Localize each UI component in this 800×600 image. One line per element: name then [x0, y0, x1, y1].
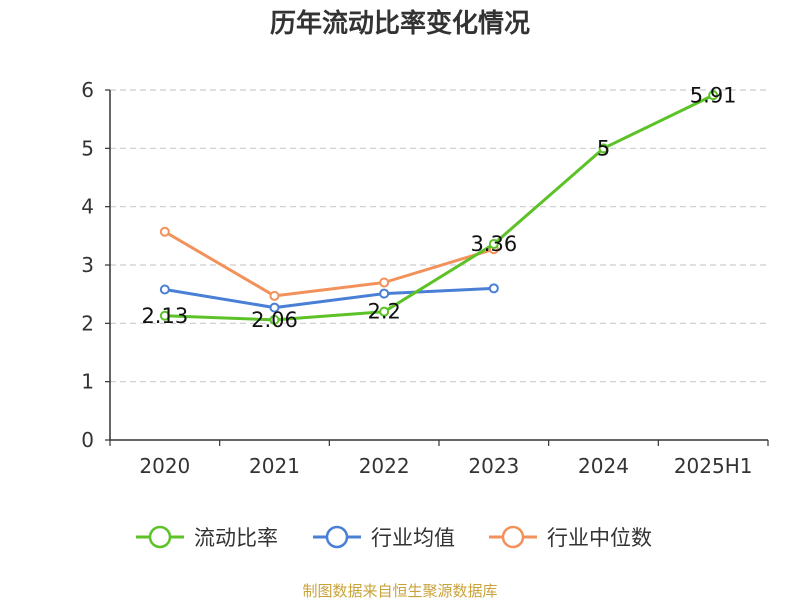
data-point: [269, 302, 280, 313]
chart-title: 历年流动比率变化情况: [270, 8, 530, 39]
data-point: [269, 290, 280, 301]
data-point: [379, 306, 390, 317]
y-tick-label: 0: [81, 428, 94, 452]
y-tick-label: 4: [81, 195, 94, 219]
data-point: [488, 239, 499, 249]
data-label: 5.91: [690, 83, 737, 107]
data-label: 5: [597, 136, 610, 160]
y-tick-label: 2: [81, 311, 94, 335]
axes: 0 1 2 3 4 5 6 2020 2021 2022 2023 2024 2025H1: [81, 78, 769, 478]
data-label: 2.2: [367, 300, 400, 324]
y-tick-label: 5: [81, 136, 94, 160]
series-line: [164, 93, 714, 322]
data-point: [159, 226, 170, 237]
legend-label: 行业均值: [371, 526, 455, 550]
y-tick-label: 1: [81, 370, 94, 394]
data-point: [269, 314, 280, 325]
data-point: [598, 143, 609, 154]
legend-marker: [325, 525, 349, 549]
data-label: 2.13: [141, 304, 188, 328]
data-label: 2.06: [251, 308, 298, 332]
series-line: [164, 286, 494, 310]
x-tick-label: 2020: [139, 454, 190, 478]
data-label: 3.36: [470, 232, 517, 256]
series-layer: 2.13 2.06 2.2 3.36 5 5.91: [141, 83, 736, 332]
x-tick-label: 2024: [578, 454, 629, 478]
data-point: [379, 277, 390, 288]
y-tick-label: 6: [81, 78, 94, 102]
legend-label: 流动比率: [194, 526, 278, 550]
source-note: 制图数据来自恒生聚源数据库: [302, 582, 497, 600]
y-tick-label: 3: [81, 253, 94, 277]
series-line: [164, 230, 495, 298]
data-point: [159, 310, 170, 321]
data-point: [159, 284, 170, 295]
x-tick-label: 2025H1: [674, 454, 753, 478]
legend-marker: [501, 525, 525, 549]
x-tick-label: 2021: [249, 454, 300, 478]
x-tick-label: 2022: [359, 454, 410, 478]
legend-marker: [148, 525, 172, 549]
grid-lines: [110, 89, 768, 383]
data-point: [708, 90, 719, 101]
data-point: [488, 283, 499, 294]
legend-label: 行业中位数: [547, 526, 652, 550]
data-point: [379, 288, 390, 299]
legend: 流动比率 行业均值 行业中位数: [136, 525, 652, 550]
x-tick-label: 2023: [468, 454, 519, 478]
